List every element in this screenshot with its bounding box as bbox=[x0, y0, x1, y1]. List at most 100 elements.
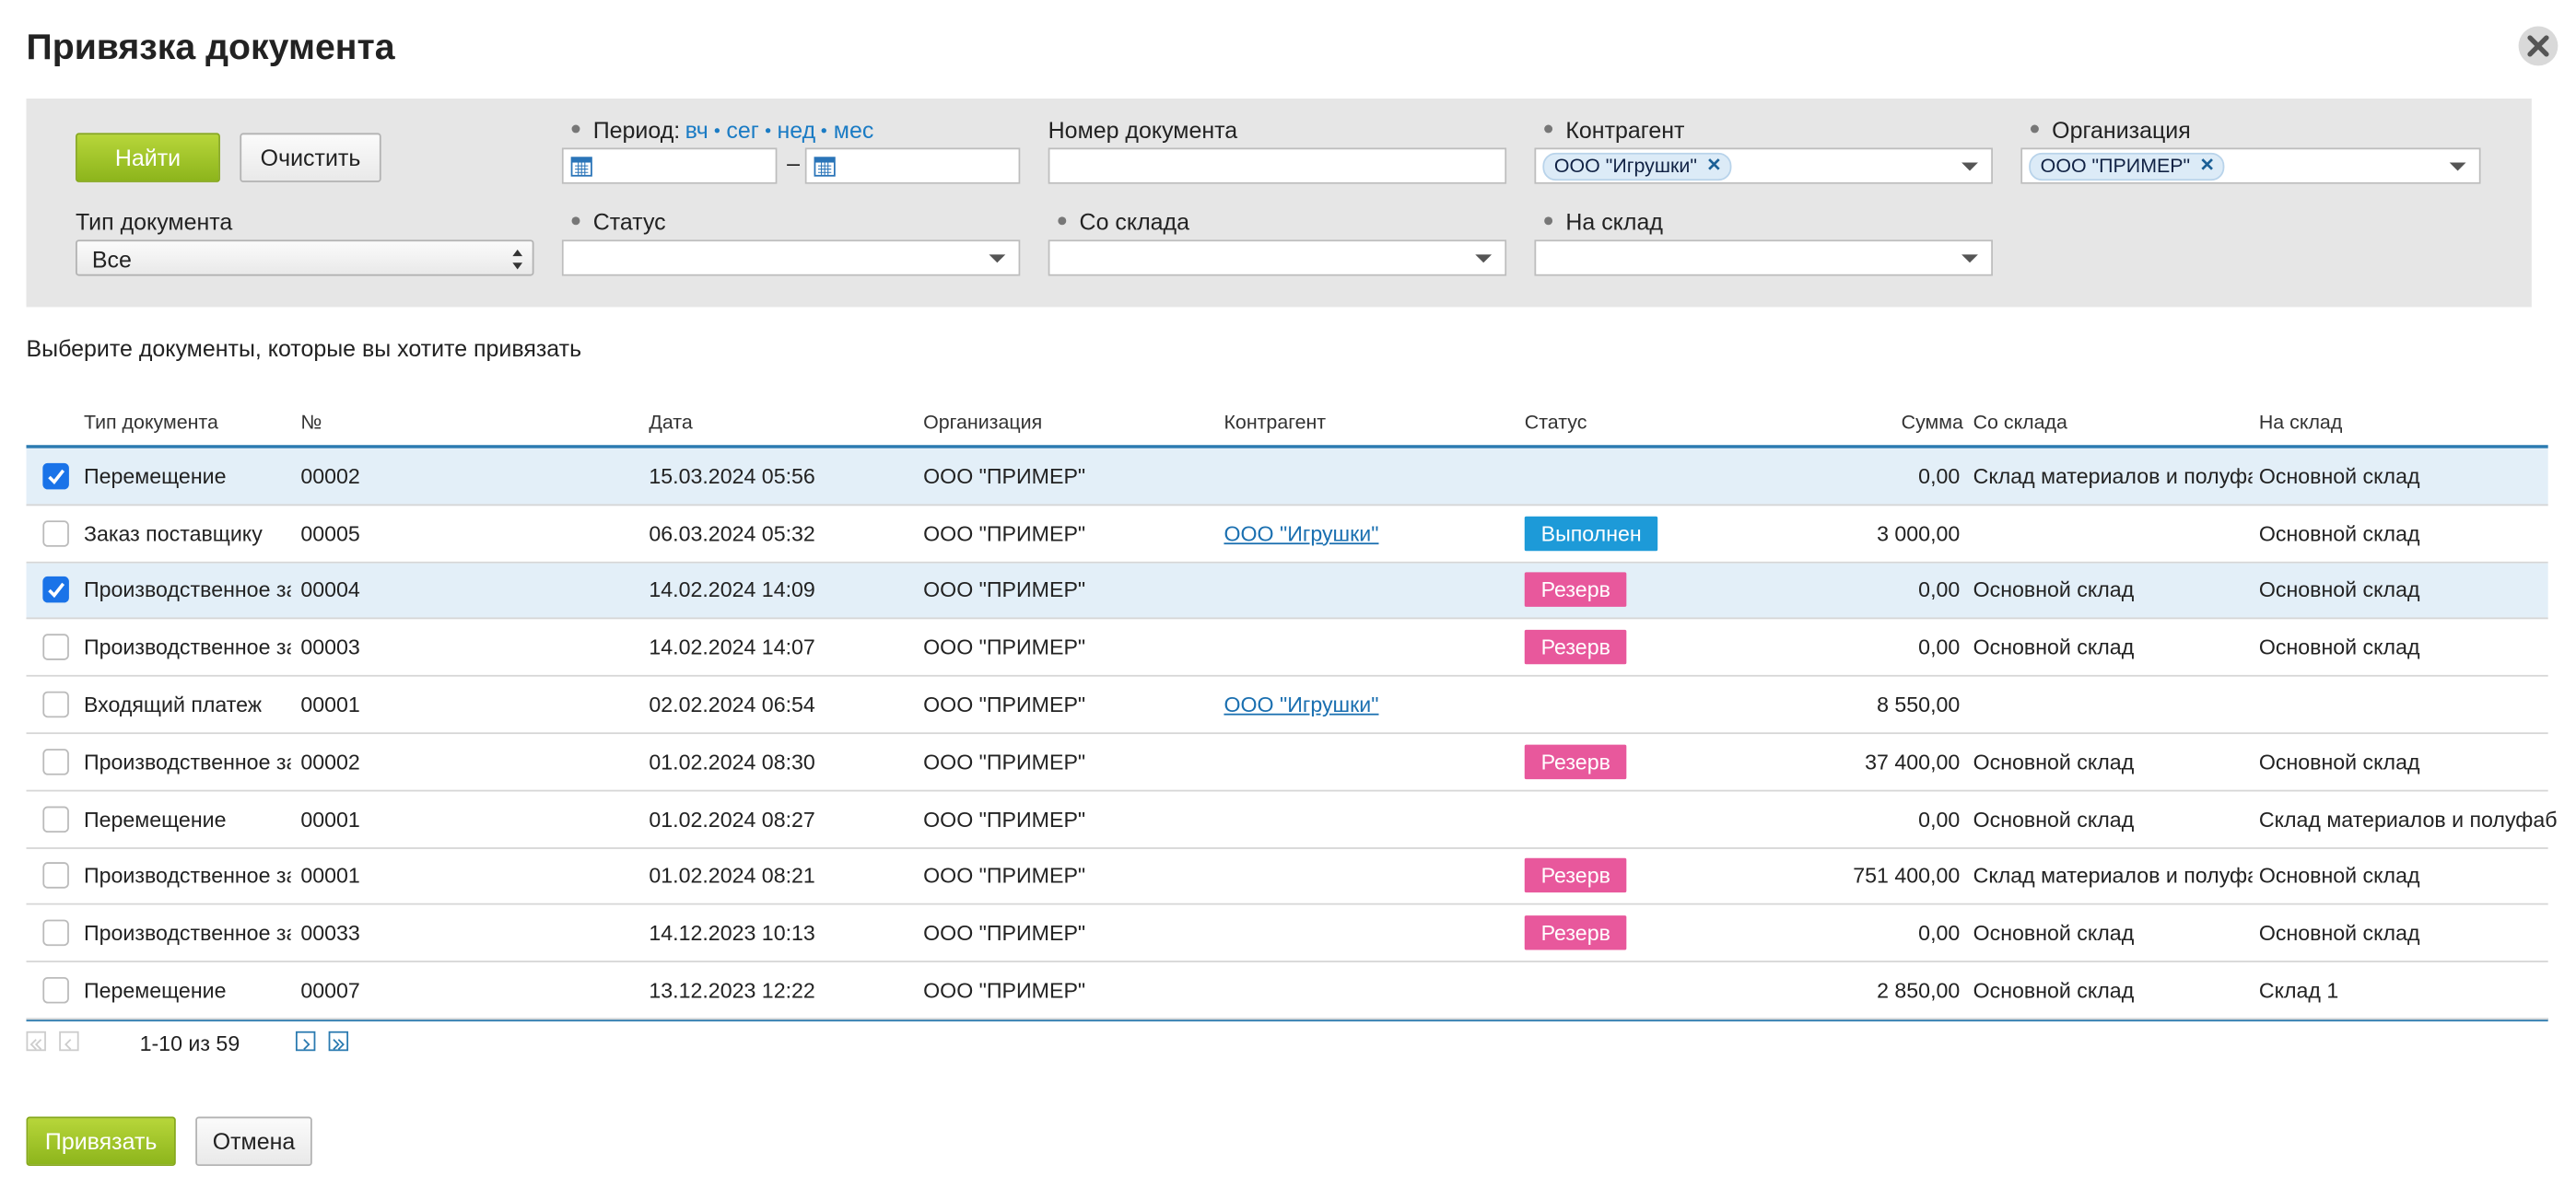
row-checkbox[interactable] bbox=[42, 920, 69, 947]
cancel-button[interactable]: Отмена bbox=[195, 1116, 312, 1167]
table-cell: Производственное за bbox=[83, 920, 291, 946]
table-cell: Основной склад bbox=[2258, 863, 2420, 889]
counterparty-link[interactable]: ООО "Игрушки" bbox=[1224, 692, 1379, 717]
sum-cell: 3 000,00 bbox=[1877, 520, 1961, 546]
column-header[interactable]: Дата bbox=[649, 410, 693, 434]
column-header[interactable]: Статус bbox=[1524, 410, 1587, 434]
table-row[interactable]: Входящий платеж 00001 02.02.2024 06:54 ООО … bbox=[26, 677, 2548, 735]
row-checkbox[interactable] bbox=[42, 691, 69, 718]
row-checkbox[interactable] bbox=[42, 577, 69, 604]
row-checkbox[interactable] bbox=[42, 748, 69, 775]
row-checkbox[interactable] bbox=[42, 805, 69, 833]
table-cell: 15.03.2024 05:56 bbox=[649, 463, 815, 489]
period-shortcut[interactable]: мес bbox=[833, 116, 874, 144]
table-cell: Входящий платеж bbox=[83, 692, 263, 717]
close-button[interactable] bbox=[2518, 26, 2558, 66]
find-button[interactable]: Найти bbox=[76, 133, 220, 182]
table-row[interactable]: Производственное за 00033 14.12.2023 10:13… bbox=[26, 905, 2548, 963]
table-cell: 00003 bbox=[300, 635, 360, 660]
table-cell: 00001 bbox=[300, 692, 360, 717]
period-shortcut[interactable]: сег bbox=[726, 116, 759, 144]
shortcut-separator bbox=[714, 127, 720, 133]
counterparty-label: Контрагент bbox=[1565, 116, 1685, 144]
table-row[interactable]: Производственное за 00004 14.02.2024 14:09… bbox=[26, 562, 2548, 620]
table-cell: Заказ поставщику bbox=[83, 520, 263, 546]
period-label: Период: bbox=[592, 116, 681, 144]
table-cell: 00005 bbox=[300, 520, 360, 546]
shortcut-separator bbox=[765, 127, 771, 133]
table-cell: ООО "ПРИМЕР" bbox=[923, 920, 1086, 946]
prev-page-button[interactable] bbox=[59, 1031, 79, 1052]
period-shortcut[interactable]: нед bbox=[777, 116, 816, 144]
table-cell: Основной склад bbox=[2258, 520, 2420, 546]
column-header[interactable]: № bbox=[300, 410, 322, 434]
first-page-button[interactable] bbox=[26, 1031, 46, 1052]
period-shortcuts: вч сег нед мес bbox=[685, 117, 874, 144]
organization-select[interactable]: ООО "ПРИМЕР" bbox=[2020, 147, 2481, 184]
table-row[interactable]: Перемещение 00007 13.12.2023 12:22 ООО "ПРИ… bbox=[26, 962, 2548, 1020]
table-cell: ООО "ПРИМЕР" bbox=[923, 520, 1086, 546]
period-shortcut[interactable]: вч bbox=[685, 116, 708, 144]
row-checkbox[interactable] bbox=[42, 634, 69, 661]
table-row[interactable]: Производственное за 00003 14.02.2024 14:07… bbox=[26, 620, 2548, 677]
table-cell: 00033 bbox=[300, 920, 360, 946]
status-select[interactable] bbox=[561, 239, 1021, 276]
from-warehouse-select[interactable] bbox=[1048, 239, 1507, 276]
document-type-select[interactable]: Все bbox=[76, 239, 534, 276]
last-page-button[interactable] bbox=[328, 1031, 349, 1052]
bullet bbox=[1544, 216, 1553, 226]
bullet bbox=[571, 124, 580, 134]
sum-cell: 751 400,00 bbox=[1853, 863, 1961, 889]
icon bbox=[29, 1039, 42, 1051]
organization-label: Организация bbox=[2052, 116, 2191, 144]
bullet bbox=[2030, 124, 2039, 134]
sum-cell: 0,00 bbox=[1918, 806, 1961, 832]
organization-tag[interactable]: ООО "ПРИМЕР" bbox=[2029, 152, 2225, 181]
row-checkbox[interactable] bbox=[42, 977, 69, 1004]
bind-button[interactable]: Привязать bbox=[26, 1116, 176, 1167]
column-header[interactable]: Со склада bbox=[1973, 410, 2067, 434]
shortcut-separator bbox=[822, 127, 827, 133]
table-cell: 00004 bbox=[300, 577, 360, 603]
row-checkbox[interactable] bbox=[42, 863, 69, 890]
table-row[interactable]: Заказ поставщику 00005 06.03.2024 05:32 ООО… bbox=[26, 506, 2548, 563]
status-badge: Резерв bbox=[1524, 915, 1627, 951]
period-separator: – bbox=[787, 149, 801, 176]
bullet bbox=[1058, 216, 1067, 226]
next-page-button[interactable] bbox=[295, 1031, 316, 1052]
counterparty-select[interactable]: ООО "Игрушки" bbox=[1534, 147, 1993, 184]
document-number-input[interactable] bbox=[1048, 147, 1507, 184]
row-checkbox[interactable] bbox=[42, 519, 69, 547]
table-cell: 02.02.2024 06:54 bbox=[649, 692, 815, 717]
table-cell: 14.02.2024 14:07 bbox=[649, 635, 815, 660]
table-row[interactable]: Перемещение 00001 01.02.2024 08:27 ООО "ПРИ… bbox=[26, 791, 2558, 849]
table-cell: 06.03.2024 05:32 bbox=[649, 520, 815, 546]
dialog-title: Привязка документа bbox=[26, 26, 395, 68]
table-cell: 00007 bbox=[300, 978, 360, 1003]
column-header[interactable]: Тип документа bbox=[83, 410, 218, 434]
column-header[interactable]: Сумма bbox=[1901, 410, 1963, 434]
column-header[interactable]: Контрагент bbox=[1224, 410, 1327, 434]
table-cell: ООО "ПРИМЕР" bbox=[923, 463, 1086, 489]
counterparty-link[interactable]: ООО "Игрушки" bbox=[1224, 520, 1379, 546]
clear-button[interactable]: Очистить bbox=[240, 133, 381, 182]
column-header[interactable]: На склад bbox=[2258, 410, 2343, 434]
table-row[interactable]: Производственное за 00001 01.02.2024 08:21… bbox=[26, 848, 2548, 906]
to-warehouse-select[interactable] bbox=[1534, 239, 1993, 276]
table-cell: Производственное за bbox=[83, 749, 291, 775]
table-cell: Склад 1 bbox=[2258, 978, 2339, 1003]
table-row[interactable]: Производственное за 00002 01.02.2024 08:30… bbox=[26, 734, 2548, 792]
date-to-input[interactable] bbox=[804, 147, 1021, 184]
table-cell: 14.12.2023 10:13 bbox=[649, 920, 815, 946]
counterparty-tag[interactable]: ООО "Игрушки" bbox=[1542, 152, 1732, 181]
table-row[interactable]: Перемещение 00002 15.03.2024 05:56 ООО "ПРИ… bbox=[26, 448, 2548, 506]
row-checkbox[interactable] bbox=[42, 462, 69, 490]
column-header[interactable]: Организация bbox=[923, 410, 1043, 434]
table-cell: 00002 bbox=[300, 463, 360, 489]
table-cell: 13.12.2023 12:22 bbox=[649, 978, 815, 1003]
date-from-input[interactable] bbox=[561, 147, 778, 184]
bullet bbox=[1544, 124, 1553, 134]
table-cell: ООО "ПРИМЕР" bbox=[923, 978, 1086, 1003]
table-cell: Производственное за bbox=[83, 635, 291, 660]
